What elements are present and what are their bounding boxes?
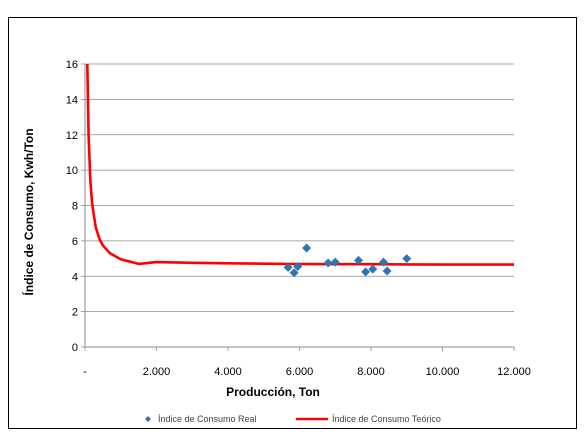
data-point-real (302, 243, 312, 253)
data-point-real (382, 266, 392, 276)
gridlines (85, 63, 514, 313)
y-tick-label: 12 (66, 130, 78, 142)
x-tick-label: 4.000 (214, 366, 242, 378)
chart-area: 0 2 4 6 8 10 12 14 16 - 2.000 4.000 6.000 8.000 10.000… (8, 17, 577, 429)
legend-marker-real (145, 416, 151, 422)
x-tick-label: - (83, 366, 87, 378)
chart-svg: 0 2 4 6 8 10 12 14 16 - 2.000 4.000 6.000 8.000 10.000… (21, 59, 531, 424)
y-tick-label: 4 (72, 271, 78, 283)
legend: Índice de Consumo Real Índice de Consumo… (145, 414, 441, 424)
y-tick-label: 14 (66, 94, 78, 106)
x-tick-label: 6.000 (286, 366, 314, 378)
data-point-real (402, 254, 412, 264)
y-tick-label: 6 (72, 236, 78, 248)
axes (81, 63, 515, 351)
legend-label-real: Índice de Consumo Real (158, 414, 257, 424)
tick-labels: 0 2 4 6 8 10 12 14 16 - 2.000 4.000 6.000 8.000 10.000… (66, 59, 531, 378)
y-tick-label: 0 (72, 342, 78, 354)
x-tick-label: 8.000 (357, 366, 385, 378)
y-tick-label: 10 (66, 165, 78, 177)
data-point-real (289, 268, 299, 278)
legend-label-theoretical: Índice de Consumo Teórico (332, 414, 441, 424)
data-point-real (293, 262, 303, 272)
y-axis-title: Índice de Consumo, Kwh/Ton (21, 128, 36, 295)
data-point-real (361, 267, 371, 277)
y-tick-label: 8 (72, 201, 78, 213)
y-tick-label: 2 (72, 307, 78, 319)
x-axis-title: Producción, Ton (226, 385, 320, 399)
x-tick-label: 10.000 (426, 366, 460, 378)
plot-series (86, 63, 514, 278)
x-tick-label: 12.000 (497, 366, 531, 378)
data-point-real (379, 257, 389, 267)
data-point-real (323, 258, 333, 268)
data-point-real (330, 257, 340, 267)
data-point-real (283, 262, 293, 272)
x-tick-label: 2.000 (143, 366, 171, 378)
series-line-theoretical (86, 63, 514, 266)
data-point-real (368, 264, 378, 274)
y-tick-label: 16 (66, 59, 78, 71)
